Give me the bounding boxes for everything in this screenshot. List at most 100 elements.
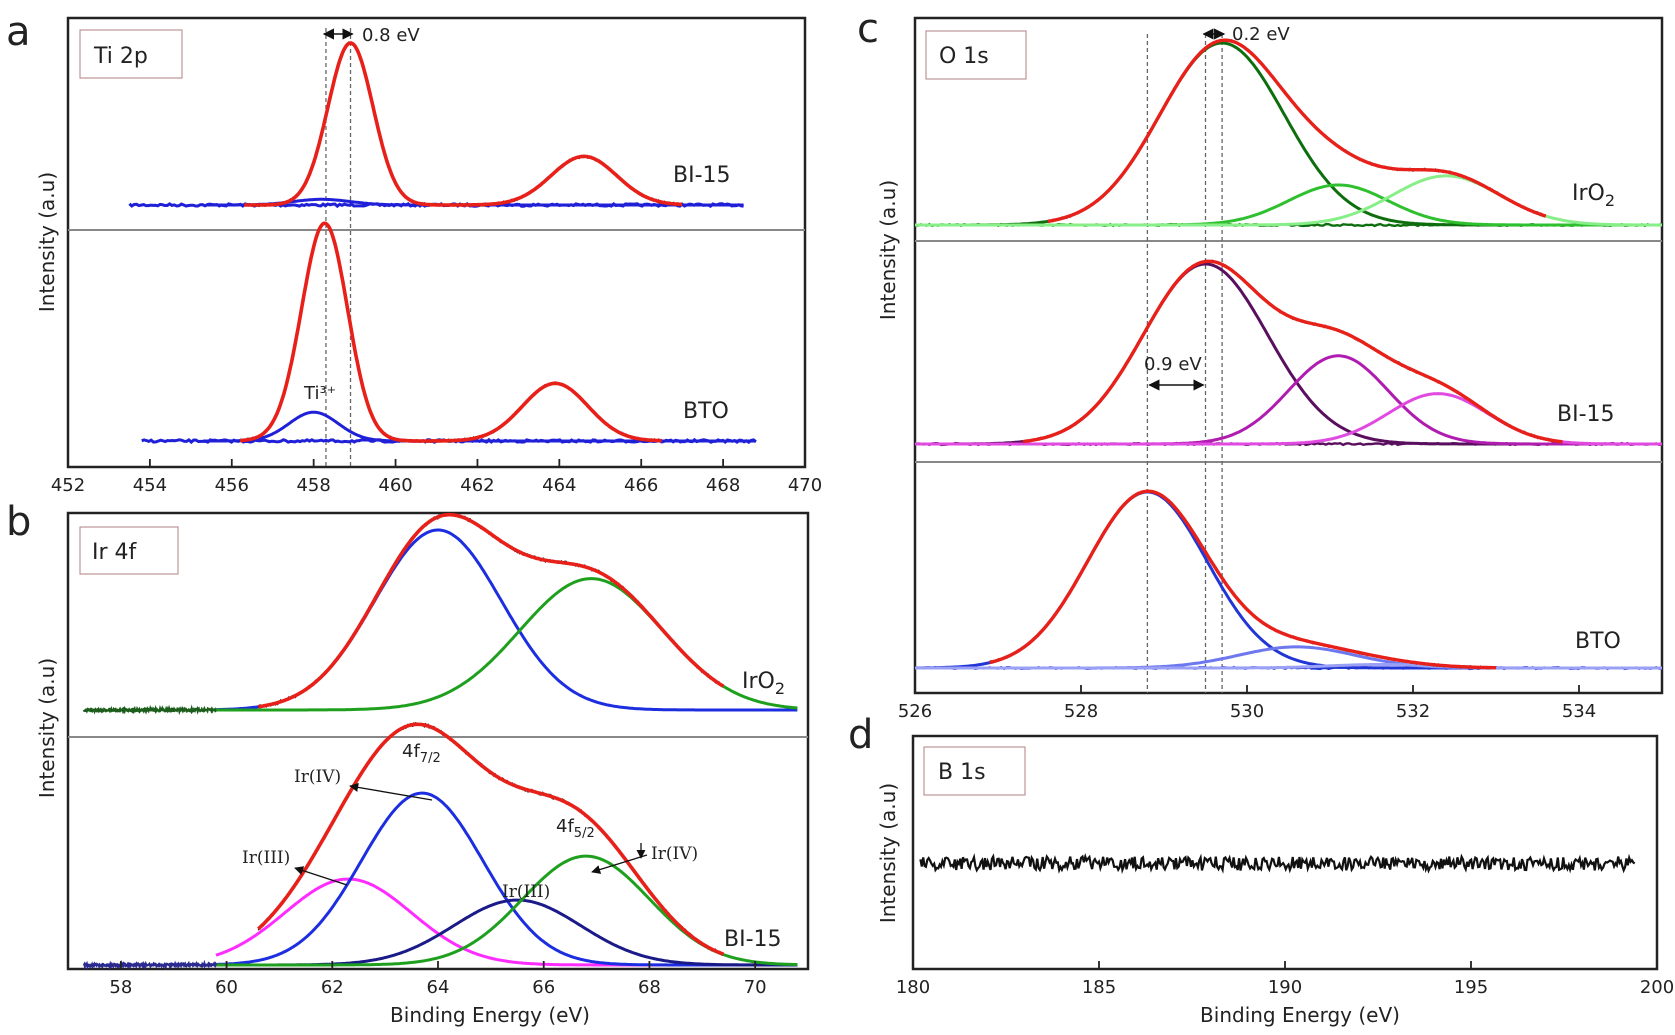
panel-c-label-bi15: BI-15 bbox=[1557, 402, 1615, 427]
panel-c-label-iro2: IrO2 bbox=[1572, 181, 1615, 210]
panel-b-envelope-1 bbox=[257, 722, 725, 956]
panel-c-component-0-1 bbox=[915, 183, 1662, 227]
panel-a-shift-label: 0.8 eV bbox=[362, 25, 420, 46]
panel-b-tick-label-66: 66 bbox=[532, 977, 555, 998]
panel-c-component-0-0 bbox=[915, 41, 1662, 227]
panel-b-tick-label-58: 58 bbox=[109, 977, 132, 998]
panel-a-title-box bbox=[79, 29, 183, 79]
panel-a-title: Ti 2p bbox=[93, 44, 148, 69]
panel-b-4f72-label: 4f7/2 bbox=[402, 741, 441, 766]
panel-b-iriii-label-1: Ir(III) bbox=[242, 848, 290, 868]
panel-letter-a: a bbox=[6, 9, 31, 55]
panel-a-tick-label-458: 458 bbox=[296, 475, 330, 496]
panel-b-iriii-arrow-1 bbox=[294, 866, 348, 886]
panel-c: c Intensity (a.u) O 1s 0.2 eV 0.9 eV IrO… bbox=[857, 6, 1664, 722]
panel-b-title-box bbox=[79, 526, 179, 575]
panel-b-component-0-0 bbox=[216, 528, 798, 712]
panel-b-iriv-label-1: Ir(IV) bbox=[294, 767, 341, 787]
panel-a-tick-label-454: 454 bbox=[133, 475, 167, 496]
panel-a-tick-label-470: 470 bbox=[788, 475, 822, 496]
panel-d-tick-label-200: 200 bbox=[1640, 977, 1674, 998]
panel-b-iriv-arrow-1 bbox=[349, 782, 433, 801]
panel-a-envelope-0 bbox=[243, 41, 683, 207]
panel-b-iriii-label-2: Ir(III) bbox=[502, 882, 550, 902]
panel-c-title: O 1s bbox=[939, 44, 989, 69]
panel-a-tick-label-456: 456 bbox=[215, 475, 249, 496]
panel-d-curves bbox=[919, 852, 1636, 875]
panel-b-component-1-1 bbox=[215, 791, 798, 967]
panel-c-raw-data-0 bbox=[1047, 38, 1546, 223]
panel-c-tick-label-532: 532 bbox=[1396, 701, 1430, 722]
panel-b-tick-label-64: 64 bbox=[427, 977, 450, 998]
panel-b-baseline-left-1 bbox=[82, 959, 218, 971]
panel-c-curves bbox=[914, 38, 1663, 671]
panel-b-label-bi15: BI-15 bbox=[724, 927, 782, 952]
panel-a: a Intensity (a.u) Ti 2p 0.8 eV Ti³⁺ BI-1… bbox=[6, 9, 822, 496]
panel-d-title-box bbox=[923, 746, 1026, 796]
panel-c-component-2-2 bbox=[915, 663, 1662, 670]
panel-d-x-axis: 180 185 190 195 200 bbox=[896, 961, 1674, 998]
panel-b-tick-label-60: 60 bbox=[215, 977, 238, 998]
panel-a-tick-label-460: 460 bbox=[378, 475, 412, 496]
panel-c-component-1-2 bbox=[915, 392, 1662, 446]
panel-a-ti3-curve-1 bbox=[203, 410, 756, 443]
panel-b-title: Ir 4f bbox=[92, 540, 138, 565]
panel-b-xlabel: Binding Energy (eV) bbox=[390, 1003, 590, 1027]
panel-d-tick-label-185: 185 bbox=[1082, 977, 1116, 998]
panel-a-tick-label-466: 466 bbox=[624, 475, 658, 496]
panel-a-curves bbox=[128, 41, 757, 445]
panel-c-envelope-2 bbox=[989, 489, 1497, 670]
panel-a-x-axis: 452 454 456 458 460 462 464 466 468 470 bbox=[51, 459, 822, 496]
panel-b-frame bbox=[66, 511, 810, 971]
panel-letter-b: b bbox=[6, 499, 31, 545]
panel-c-tick-label-528: 528 bbox=[1064, 701, 1098, 722]
panel-c-tick-label-530: 530 bbox=[1230, 701, 1264, 722]
panel-b-envelope-0 bbox=[257, 512, 725, 709]
panel-a-raw-data-0 bbox=[243, 41, 683, 208]
panel-d-b1s-trace bbox=[919, 852, 1636, 875]
panel-d-title: B 1s bbox=[938, 760, 986, 785]
panel-c-label-bto: BTO bbox=[1575, 629, 1621, 654]
panel-b-raw-data-1 bbox=[257, 722, 724, 956]
panel-d-tick-label-190: 190 bbox=[1268, 977, 1302, 998]
panel-d-xlabel: Binding Energy (eV) bbox=[1200, 1003, 1400, 1027]
panel-b-label-iro2: IrO2 bbox=[742, 669, 785, 698]
panel-c-shift-label-top: 0.2 eV bbox=[1232, 24, 1290, 45]
panel-c-raw-data-2 bbox=[989, 489, 1497, 670]
panel-c-shift-label-mid: 0.9 eV bbox=[1144, 354, 1202, 375]
panel-b-raw-data-0 bbox=[257, 512, 724, 709]
panel-c-tick-label-534: 534 bbox=[1562, 701, 1596, 722]
panel-a-envelope-1 bbox=[239, 221, 663, 443]
panel-a-tick-label-468: 468 bbox=[706, 475, 740, 496]
panel-b-tick-label-62: 62 bbox=[321, 977, 344, 998]
panel-b-tick-label-70: 70 bbox=[744, 977, 767, 998]
panel-c-component-2-0 bbox=[915, 490, 1662, 670]
panel-c-raw-data-1 bbox=[1022, 259, 1563, 443]
panel-b-curves bbox=[82, 512, 798, 971]
panel-c-tick-label-526: 526 bbox=[898, 701, 932, 722]
panel-c-ylabel: Intensity (a.u) bbox=[876, 180, 900, 320]
panel-b-baseline-left-0 bbox=[82, 704, 217, 716]
panel-a-ti3-label: Ti³⁺ bbox=[303, 383, 336, 404]
panel-c-title-box bbox=[925, 30, 1027, 80]
panel-d-ylabel: Intensity (a.u) bbox=[876, 783, 900, 923]
panel-d: d Intensity (a.u) B 1s 180 185 190 195 200 B… bbox=[848, 712, 1674, 1027]
panel-b: b Intensity (a.u) Ir 4f IrO2 BI-15 4f7/2… bbox=[6, 499, 810, 1027]
panel-b-component-1-2 bbox=[216, 898, 798, 967]
panel-letter-d: d bbox=[848, 712, 873, 758]
panel-a-ylabel: Intensity (a.u) bbox=[35, 172, 59, 312]
panel-a-tick-label-464: 464 bbox=[542, 475, 576, 496]
panel-b-iriv-label-2: Ir(IV) bbox=[651, 844, 698, 864]
panel-c-x-axis: 526 528 530 532 534 bbox=[898, 685, 1596, 722]
panel-b-4f52-label: 4f5/2 bbox=[556, 816, 595, 841]
panel-b-ylabel: Intensity (a.u) bbox=[35, 658, 59, 798]
panel-a-tick-label-462: 462 bbox=[460, 475, 494, 496]
panel-b-x-axis: 58 60 62 64 66 68 70 bbox=[109, 961, 767, 998]
panel-d-tick-label-180: 180 bbox=[896, 977, 930, 998]
panel-d-tick-label-195: 195 bbox=[1454, 977, 1488, 998]
panel-c-envelope-0 bbox=[1047, 38, 1547, 224]
panel-a-label-bto: BTO bbox=[683, 399, 729, 424]
panel-a-tick-label-452: 452 bbox=[51, 475, 85, 496]
panel-letter-c: c bbox=[857, 6, 879, 52]
